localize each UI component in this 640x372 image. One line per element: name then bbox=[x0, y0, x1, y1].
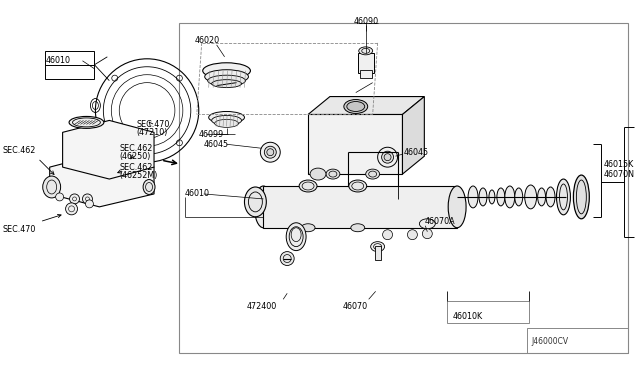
Ellipse shape bbox=[267, 149, 274, 156]
Ellipse shape bbox=[365, 169, 380, 179]
Ellipse shape bbox=[381, 151, 394, 163]
Ellipse shape bbox=[214, 119, 239, 127]
Polygon shape bbox=[308, 97, 424, 115]
Ellipse shape bbox=[326, 169, 340, 179]
Ellipse shape bbox=[351, 224, 365, 232]
Ellipse shape bbox=[347, 102, 365, 112]
Text: 46015K: 46015K bbox=[604, 160, 634, 169]
Ellipse shape bbox=[468, 186, 478, 208]
Text: SEC.470: SEC.470 bbox=[3, 225, 36, 234]
Ellipse shape bbox=[203, 63, 250, 78]
Ellipse shape bbox=[264, 146, 276, 158]
Ellipse shape bbox=[349, 180, 367, 192]
Text: 46090: 46090 bbox=[354, 16, 379, 26]
Circle shape bbox=[83, 194, 92, 204]
Circle shape bbox=[408, 230, 417, 240]
Circle shape bbox=[422, 229, 432, 239]
Bar bbox=[45, 51, 95, 78]
Bar bbox=[374, 246, 381, 260]
Bar bbox=[308, 115, 403, 174]
Ellipse shape bbox=[286, 223, 306, 251]
Text: (46252M): (46252M) bbox=[119, 171, 157, 180]
Ellipse shape bbox=[255, 186, 272, 228]
Ellipse shape bbox=[43, 176, 61, 198]
Ellipse shape bbox=[384, 154, 391, 161]
Text: 46070N: 46070N bbox=[604, 170, 634, 179]
Polygon shape bbox=[63, 121, 154, 179]
Polygon shape bbox=[50, 154, 154, 207]
Ellipse shape bbox=[344, 100, 368, 113]
Circle shape bbox=[70, 194, 79, 204]
Ellipse shape bbox=[448, 186, 466, 228]
Circle shape bbox=[56, 193, 63, 201]
Ellipse shape bbox=[69, 116, 104, 128]
Circle shape bbox=[280, 251, 294, 266]
Bar bbox=[358, 53, 374, 73]
Text: 46070A: 46070A bbox=[424, 217, 455, 226]
Ellipse shape bbox=[419, 219, 435, 229]
Ellipse shape bbox=[299, 180, 317, 192]
Text: 46045: 46045 bbox=[403, 148, 429, 157]
Circle shape bbox=[86, 200, 93, 208]
Bar bbox=[179, 23, 628, 353]
Bar bbox=[447, 301, 529, 323]
Text: SEC.462: SEC.462 bbox=[119, 163, 152, 171]
Ellipse shape bbox=[208, 75, 246, 86]
Text: 46070: 46070 bbox=[343, 302, 368, 311]
Text: (46250): (46250) bbox=[119, 152, 150, 161]
Ellipse shape bbox=[209, 112, 244, 124]
Text: 46045: 46045 bbox=[204, 140, 229, 149]
Ellipse shape bbox=[212, 115, 241, 125]
Ellipse shape bbox=[497, 188, 505, 206]
Ellipse shape bbox=[505, 186, 515, 208]
Ellipse shape bbox=[371, 242, 385, 251]
Ellipse shape bbox=[260, 142, 280, 162]
Text: (47210): (47210) bbox=[136, 128, 168, 137]
Ellipse shape bbox=[573, 175, 589, 219]
Ellipse shape bbox=[205, 70, 248, 84]
Ellipse shape bbox=[557, 179, 570, 215]
Text: 46010K: 46010K bbox=[452, 312, 483, 321]
Ellipse shape bbox=[489, 190, 495, 204]
Text: 46020: 46020 bbox=[195, 36, 220, 45]
Ellipse shape bbox=[479, 188, 487, 206]
Ellipse shape bbox=[378, 147, 397, 167]
Circle shape bbox=[65, 203, 77, 215]
Text: 46099: 46099 bbox=[199, 130, 224, 139]
Text: 46010: 46010 bbox=[45, 56, 70, 65]
Text: SEC.470: SEC.470 bbox=[136, 120, 170, 129]
Ellipse shape bbox=[546, 187, 555, 207]
Polygon shape bbox=[403, 97, 424, 174]
Text: SEC.462: SEC.462 bbox=[3, 146, 36, 155]
Ellipse shape bbox=[359, 47, 372, 55]
Ellipse shape bbox=[525, 185, 536, 209]
Text: SEC.462: SEC.462 bbox=[119, 144, 152, 153]
Circle shape bbox=[383, 230, 392, 240]
Ellipse shape bbox=[515, 188, 523, 206]
Ellipse shape bbox=[538, 188, 545, 206]
Ellipse shape bbox=[212, 80, 241, 88]
Text: 472400: 472400 bbox=[246, 302, 276, 311]
Bar bbox=[263, 186, 457, 228]
Ellipse shape bbox=[301, 224, 315, 232]
Text: J46000CV: J46000CV bbox=[532, 337, 569, 346]
Bar bbox=[360, 70, 372, 78]
Ellipse shape bbox=[244, 187, 266, 217]
Ellipse shape bbox=[143, 180, 155, 195]
Bar bbox=[527, 328, 628, 353]
Ellipse shape bbox=[310, 168, 326, 180]
Text: 46010: 46010 bbox=[185, 189, 210, 198]
